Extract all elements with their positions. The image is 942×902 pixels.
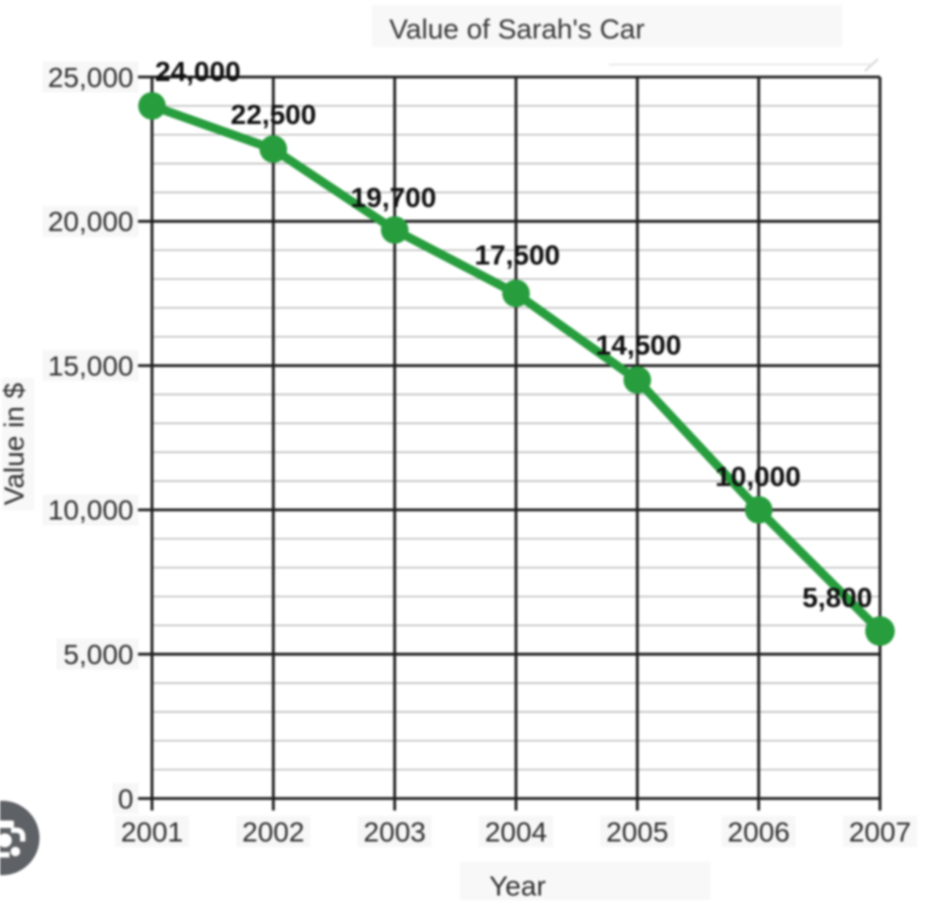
svg-text:10,000: 10,000 <box>48 495 134 526</box>
svg-text:22,500: 22,500 <box>231 99 317 130</box>
svg-text:25,000: 25,000 <box>48 62 134 93</box>
svg-text:2001: 2001 <box>121 817 183 848</box>
svg-text:19,700: 19,700 <box>351 182 437 213</box>
svg-text:15,000: 15,000 <box>48 350 134 381</box>
svg-text:10,000: 10,000 <box>715 461 801 492</box>
svg-text:5,000: 5,000 <box>63 639 133 670</box>
svg-text:0: 0 <box>118 783 134 814</box>
svg-text:2002: 2002 <box>242 817 304 848</box>
svg-text:2006: 2006 <box>728 817 790 848</box>
svg-text:2007: 2007 <box>849 817 911 848</box>
svg-text:Year: Year <box>489 871 546 902</box>
svg-text:5,800: 5,800 <box>802 582 872 613</box>
svg-text:17,500: 17,500 <box>474 240 560 271</box>
svg-text:20,000: 20,000 <box>48 206 134 237</box>
svg-text:Value in $: Value in $ <box>0 382 30 505</box>
svg-text:14,500: 14,500 <box>596 330 682 361</box>
svg-text:24,000: 24,000 <box>155 56 241 87</box>
svg-text:2003: 2003 <box>364 817 426 848</box>
svg-text:2005: 2005 <box>606 817 668 848</box>
svg-text:Value of Sarah's Car: Value of Sarah's Car <box>389 14 644 45</box>
svg-text:2004: 2004 <box>485 817 547 848</box>
